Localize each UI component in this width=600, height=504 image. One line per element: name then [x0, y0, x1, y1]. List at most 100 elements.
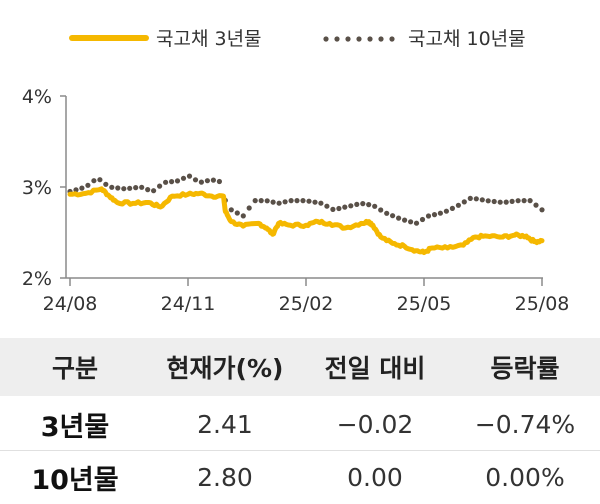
series-10y-point [252, 198, 258, 204]
header-category: 구분 [0, 338, 150, 397]
series-10y-point [491, 198, 497, 205]
cell-rate-3y: −0.74% [450, 396, 600, 451]
series-10y-point [103, 181, 109, 187]
series-10y-point [151, 188, 157, 194]
series-10y-point [228, 207, 234, 213]
legend-dot [356, 36, 362, 42]
series-10y-point [437, 210, 443, 216]
series-10y-point [210, 177, 216, 183]
cell-rate-10y: 0.00% [450, 450, 600, 503]
table-row: 3년물 2.41 −0.02 −0.74% [0, 396, 600, 451]
x-tick-label-2408: 24/08 [43, 293, 98, 315]
series-10y-point [521, 198, 527, 204]
header-change: 전일 대비 [300, 338, 450, 397]
table-header-row: 구분 현재가(%) 전일 대비 등락률 [0, 338, 600, 397]
series-10y-point [115, 185, 121, 191]
series-10y-point [234, 210, 240, 216]
series-10y-point [390, 213, 396, 219]
series-10y-point [258, 198, 264, 204]
series-10y-point [485, 198, 491, 204]
series-10y-point [282, 199, 288, 205]
series-10y-point [402, 217, 408, 223]
series-10y-point [169, 179, 175, 185]
legend-dot [367, 36, 373, 42]
header-rate: 등락률 [450, 338, 600, 397]
cell-current-10y: 2.80 [150, 450, 300, 503]
series-10y-point [384, 210, 390, 216]
series-10y-point [133, 185, 139, 191]
series-10y-point [509, 198, 515, 204]
x-tick-label-2502: 25/02 [279, 293, 334, 315]
series-10y-point [360, 201, 366, 207]
series-10y-point [216, 178, 222, 185]
series-10y-point [503, 199, 509, 205]
series-10y-point [396, 215, 402, 221]
series-10y-point [109, 184, 115, 190]
series-10y-point [264, 198, 270, 204]
series-10y-point [539, 207, 545, 213]
series-10y-point [408, 219, 414, 225]
series-10y-point [180, 175, 187, 181]
series-10y-point [342, 204, 348, 210]
series-10y-point [79, 185, 85, 191]
series-10y-point [85, 182, 91, 188]
series-3y-line [67, 186, 545, 255]
legend-dot [334, 36, 340, 42]
series-10y-point [354, 201, 360, 207]
series-10y-point [443, 208, 449, 214]
series-10y-point [467, 195, 473, 201]
cell-current-3y: 2.41 [150, 396, 300, 451]
series-10y-point [186, 173, 193, 179]
x-tick-label-2508: 25/08 [515, 293, 570, 315]
series-10y-point [300, 198, 306, 204]
series-10y-point [515, 198, 521, 204]
legend-label-3y: 국고채 3년물 [156, 28, 262, 50]
series-10y-point [449, 205, 455, 211]
series-10y-point [533, 202, 539, 208]
legend: 국고채 3년물 국고채 10년물 [69, 28, 526, 50]
series-10y-point [372, 203, 378, 209]
series-10y-point [455, 202, 461, 208]
y-tick-label-2: 2% [22, 268, 52, 290]
legend-dot [323, 36, 329, 42]
series-10y-point [527, 198, 533, 204]
series-10y-point [204, 178, 210, 184]
y-tick-label-3: 3% [22, 177, 52, 199]
bond-yield-chart: 국고채 3년물 국고채 10년물 4% 3% 2% 24/08 24/11 25… [22, 28, 570, 315]
legend-dot [389, 36, 395, 42]
row-label-3y: 3년물 [0, 396, 150, 451]
series-10y-point [419, 216, 426, 223]
series-10y-point [324, 203, 330, 209]
series-10y-point [413, 220, 420, 226]
series-10y-point [157, 183, 163, 189]
cell-change-10y: 0.00 [300, 450, 450, 503]
series-10y-point [139, 184, 145, 190]
row-label-10y: 10년물 [0, 450, 150, 503]
series-10y-point [198, 179, 204, 185]
series-10y-point [246, 205, 252, 211]
series-10y-point [192, 177, 199, 183]
series-10y-point [306, 198, 312, 204]
series-10y-point [294, 198, 300, 204]
series-10y-point [73, 187, 79, 193]
series-10y-point [318, 200, 324, 206]
series-10y-point [163, 179, 169, 185]
y-tick-label-4: 4% [22, 86, 52, 108]
series-10y-point [270, 199, 276, 205]
x-tick-label-2505: 25/05 [397, 293, 452, 315]
x-ticks [69, 278, 543, 286]
series-10y-point [288, 198, 294, 204]
table-row: 10년물 2.80 0.00 0.00% [0, 450, 600, 503]
legend-dot [378, 36, 384, 42]
series-10y-point [91, 178, 97, 184]
series-10y-point [479, 197, 485, 203]
series-10y-point [127, 185, 133, 191]
series-10y-point [97, 177, 103, 183]
legend-swatch-10y [323, 36, 395, 42]
series-10y-point [336, 205, 342, 212]
x-tick-label-2411: 24/11 [161, 293, 216, 315]
series-10y-point [121, 186, 127, 192]
cell-change-3y: −0.02 [300, 396, 450, 451]
series-10y-point [473, 196, 479, 202]
series-10y-point [276, 200, 282, 206]
